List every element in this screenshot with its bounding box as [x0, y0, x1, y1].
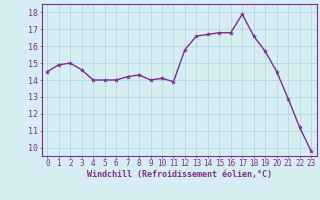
X-axis label: Windchill (Refroidissement éolien,°C): Windchill (Refroidissement éolien,°C): [87, 170, 272, 179]
